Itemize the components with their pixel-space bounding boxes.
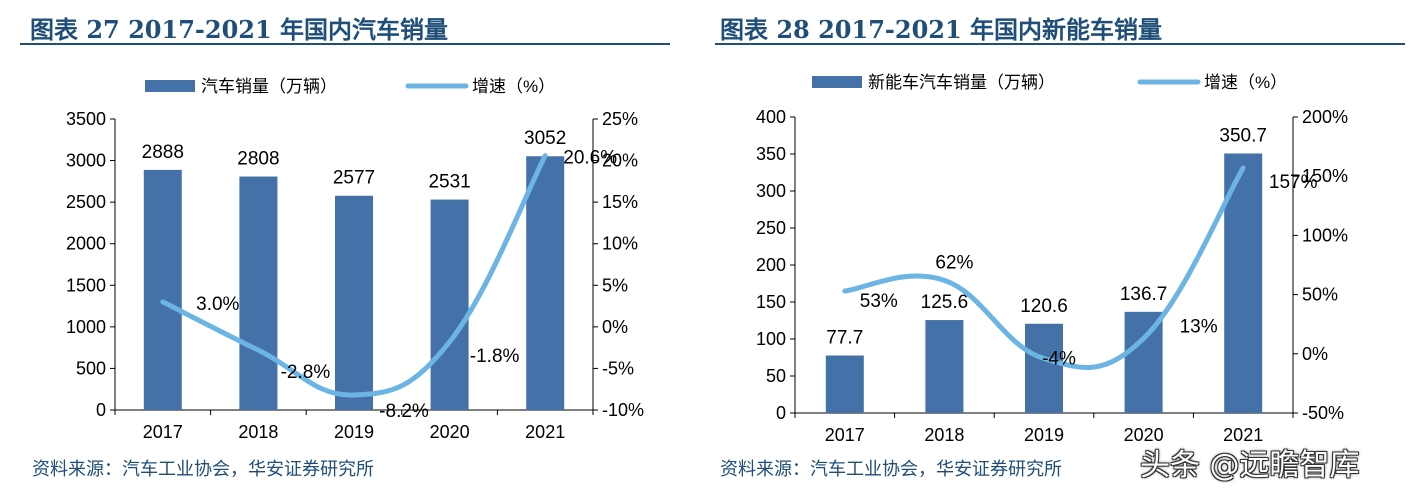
left-left-tick-label: 1500: [66, 275, 106, 295]
right-left-tick-label: 350: [756, 144, 786, 164]
right-right-tick-label: 50%: [1302, 285, 1338, 305]
right-title-rule: [715, 43, 1405, 45]
left-legend-bar-swatch: [145, 80, 195, 92]
left-growth-value-label: 20.6%: [563, 148, 617, 169]
left-bar-value-label: 2888: [142, 142, 184, 163]
right-bar: [1025, 323, 1063, 413]
watermark-text: 头条 @远瞻智库: [1140, 448, 1360, 483]
right-legend-bar-label: 新能车汽车销量（万辆）: [868, 73, 1055, 92]
right-left-tick-label: 150: [756, 292, 786, 312]
right-growth-value-label: 13%: [1180, 316, 1218, 337]
left-x-tick-label: 2018: [238, 422, 278, 442]
right-growth-value-label: -4%: [1042, 349, 1076, 370]
right-bar: [1124, 311, 1163, 413]
right-x-tick-label: 2018: [924, 425, 964, 445]
right-growth-value-label: 157%: [1269, 172, 1318, 193]
left-growth-value-label: -8.2%: [379, 401, 429, 422]
left-right-tick-label: 0%: [602, 317, 628, 337]
left-bar: [430, 199, 469, 410]
left-title-rule: [20, 43, 670, 45]
right-figure-panel: 图表 28 2017-2021 年国内新能车销量 新能车汽车销量（万辆） 增速（%…: [700, 0, 1411, 495]
left-x-tick-label: 2020: [430, 422, 470, 442]
left-left-tick-label: 500: [76, 358, 106, 378]
right-right-tick-label: 150%: [1302, 166, 1348, 186]
left-chart: 汽车销量（万辆） 增速（%） 0 500 1000 1500 2000 2500 3000 350…: [66, 77, 644, 442]
right-right-tick-label: 100%: [1302, 225, 1348, 245]
right-right-tick-label: -50%: [1302, 403, 1344, 423]
left-x-tick-label: 2017: [143, 422, 183, 442]
left-right-tick-label: 25%: [602, 109, 638, 129]
right-left-tick-label: 400: [756, 107, 786, 127]
left-bar: [335, 195, 373, 410]
right-left-tick-label: 200: [756, 255, 786, 275]
right-growth-line: [842, 165, 1246, 370]
left-right-tick-label: -10%: [602, 400, 644, 420]
left-right-tick-label: 5%: [602, 275, 628, 295]
right-x-tick-label: 2017: [825, 425, 865, 445]
left-growth-value-label: -2.8%: [281, 362, 331, 383]
right-growth-value-label: 62%: [935, 252, 973, 273]
right-left-tick-label: 300: [756, 181, 786, 201]
left-source-note: 资料来源：汽车工业协会，华安证券研究所: [32, 459, 374, 480]
left-left-tick-label: 2000: [66, 234, 106, 254]
left-x-tick-label: 2019: [334, 422, 374, 442]
right-growth-value-label: 53%: [860, 291, 898, 312]
left-left-tick-label: 0: [96, 400, 106, 420]
right-bar-value-label: 120.6: [1020, 296, 1068, 317]
left-right-tick-label: 15%: [602, 192, 638, 212]
left-bar-value-label: 2577: [333, 168, 375, 189]
left-right-tick-label: 20%: [602, 151, 638, 171]
left-bar-value-label: 2531: [428, 172, 470, 193]
right-left-tick-label: 50: [766, 366, 786, 386]
left-left-tick-label: 1000: [66, 317, 106, 337]
right-x-tick-label: 2021: [1223, 425, 1263, 445]
left-right-tick-label: 10%: [602, 234, 638, 254]
left-growth-value-label: 3.0%: [196, 294, 239, 315]
left-legend-line-label: 增速（%）: [472, 77, 555, 96]
right-source-note: 资料来源：汽车工业协会，华安证券研究所: [720, 459, 1062, 480]
right-bar-value-label: 350.7: [1219, 125, 1267, 146]
right-bar-value-label: 136.7: [1120, 284, 1168, 305]
left-figure-panel: 图表 27 2017-2021 年国内汽车销量 汽车销量（万辆） 增速（%） 0 50…: [0, 0, 690, 495]
right-bar-value-label: 77.7: [826, 328, 863, 349]
left-x-tick-label: 2021: [525, 422, 565, 442]
right-right-tick-label: 200%: [1302, 107, 1348, 127]
left-right-tick-label: -5%: [602, 358, 634, 378]
left-growth-value-label: -1.8%: [470, 346, 520, 367]
right-figure-title: 图表 28 2017-2021 年国内新能车销量: [720, 15, 1163, 44]
right-legend-bar-swatch: [812, 76, 862, 88]
right-right-tick-label: 0%: [1302, 344, 1328, 364]
left-figure-title: 图表 27 2017-2021 年国内汽车销量: [30, 15, 449, 44]
left-bar: [143, 169, 182, 410]
left-bar-value-label: 3052: [524, 128, 566, 149]
right-bar: [925, 320, 964, 413]
right-x-tick-label: 2020: [1124, 425, 1164, 445]
left-left-tick-label: 2500: [66, 192, 106, 212]
right-bar: [825, 355, 864, 413]
right-x-tick-label: 2019: [1024, 425, 1064, 445]
left-legend-bar-label: 汽车销量（万辆）: [201, 77, 337, 96]
left-growth-line: [160, 153, 548, 398]
right-legend-line-label: 增速（%）: [1204, 73, 1287, 92]
right-chart: 新能车汽车销量（万辆） 增速（%） 0 50 100 150 200 250 300 350 400…: [756, 73, 1348, 445]
left-bar: [526, 156, 565, 410]
right-left-tick-label: 250: [756, 218, 786, 238]
left-left-tick-label: 3500: [66, 109, 106, 129]
left-bar: [239, 176, 278, 410]
right-bar-value-label: 125.6: [921, 292, 969, 313]
right-left-tick-label: 0: [776, 403, 786, 423]
left-left-tick-label: 3000: [66, 151, 106, 171]
right-left-tick-label: 100: [756, 329, 786, 349]
left-bar-value-label: 2808: [237, 149, 279, 170]
